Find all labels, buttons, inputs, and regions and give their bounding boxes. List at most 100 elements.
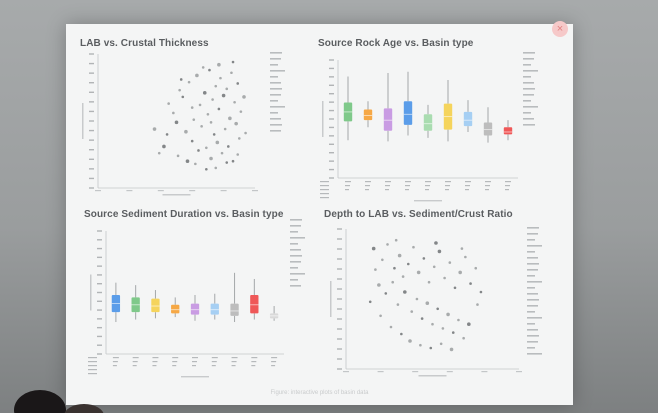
legend-entry: [523, 52, 535, 54]
x-tick-label: [385, 189, 389, 191]
x-tick-label: [445, 189, 449, 191]
x-tick-label: [211, 365, 216, 367]
box-chart[interactable]: [84, 209, 319, 389]
projected-slide: LAB vs. Crustal Thickness Source Rock Ag…: [66, 24, 573, 405]
legend-entry: [523, 82, 534, 84]
data-point: [233, 100, 236, 104]
data-point: [187, 80, 191, 84]
x-tick-label: [211, 361, 217, 363]
legend-entry: [523, 88, 535, 90]
x-category-label: [320, 185, 329, 187]
x-category-label: [320, 181, 329, 183]
data-point: [429, 346, 433, 350]
y-tick-label: [89, 129, 94, 132]
legend-entry: [270, 70, 285, 72]
x-axis-label: [162, 194, 191, 196]
x-tick-label: [251, 357, 258, 359]
legend-entry: [527, 287, 535, 289]
y-tick-label: [337, 318, 342, 320]
data-point: [179, 78, 183, 81]
y-tick-label: [329, 177, 334, 179]
y-tick-label: [97, 256, 102, 259]
legend-entry: [270, 82, 281, 84]
x-axis-label: [418, 375, 447, 377]
y-tick-label: [329, 135, 334, 137]
y-tick-label: [97, 230, 102, 232]
data-point: [419, 343, 422, 347]
data-point: [206, 113, 210, 116]
legend-entry: [270, 106, 285, 108]
x-tick-label: [405, 189, 409, 191]
data-point: [214, 166, 218, 170]
legend-entry: [527, 245, 542, 247]
data-point: [172, 111, 175, 115]
data-point: [371, 246, 376, 251]
box: [423, 114, 433, 131]
legend-entry: [270, 118, 281, 120]
legend-entry: [527, 239, 535, 241]
chart-panel-source-sediment-duration: Source Sediment Duration vs. Basin type: [84, 209, 319, 389]
y-tick-label: [89, 168, 94, 170]
legend-entry: [290, 249, 301, 251]
legend-entry: [270, 112, 278, 114]
data-point: [244, 131, 247, 135]
y-tick-label: [337, 288, 342, 290]
data-point: [436, 307, 439, 311]
legend-entry: [527, 311, 535, 313]
scatter-chart[interactable]: [80, 38, 305, 208]
data-point: [212, 133, 216, 136]
data-point: [406, 262, 410, 266]
x-tick-label: [231, 357, 238, 359]
x-tick-label: [405, 185, 410, 187]
data-point: [408, 339, 412, 343]
legend-entry: [290, 225, 301, 227]
y-tick-label: [329, 59, 334, 61]
y-tick-label: [329, 152, 334, 154]
x-tick-label: [345, 185, 350, 187]
x-tick-label: [505, 189, 509, 191]
legend-entry: [270, 52, 282, 54]
data-point: [379, 314, 382, 318]
data-point: [197, 149, 200, 152]
data-point: [190, 139, 194, 143]
data-point: [211, 98, 214, 101]
x-tick-label: [172, 365, 177, 367]
legend-entry: [527, 317, 542, 319]
x-category-label: [88, 373, 97, 375]
x-tick-label: [345, 189, 349, 191]
data-point: [448, 261, 452, 264]
data-point: [209, 156, 213, 161]
x-category-label: [320, 193, 329, 195]
data-point: [479, 290, 483, 294]
close-icon[interactable]: ×: [552, 21, 568, 37]
box-chart[interactable]: [318, 38, 558, 208]
x-tick-label: [152, 361, 158, 363]
chart-title: Depth to LAB vs. Sediment/Crust Ratio: [324, 209, 513, 220]
x-category-label: [88, 369, 97, 371]
y-tick-label: [97, 265, 102, 267]
legend-entry: [290, 237, 305, 239]
y-axis-label: [322, 101, 324, 137]
data-point: [165, 133, 169, 136]
y-tick-label: [337, 308, 342, 310]
x-category-label: [320, 189, 329, 191]
chart-title: LAB vs. Crustal Thickness: [80, 38, 209, 49]
data-point: [178, 88, 181, 92]
y-tick-label: [337, 358, 342, 360]
chart-panel-depth-to-lab: Depth to LAB vs. Sediment/Crust Ratio: [324, 209, 564, 389]
x-tick-label: [465, 189, 469, 191]
x-tick-label: [377, 371, 384, 373]
x-tick-label: [192, 361, 197, 363]
data-point: [234, 121, 238, 126]
scatter-chart[interactable]: [324, 209, 564, 389]
x-tick-label: [271, 361, 277, 363]
x-category-label: [88, 365, 97, 367]
x-tick-label: [365, 181, 371, 183]
x-tick-label: [112, 357, 119, 359]
x-tick-label: [152, 365, 157, 367]
legend-entry: [527, 275, 535, 277]
data-point: [464, 255, 467, 259]
y-tick-label: [89, 72, 94, 74]
data-point: [238, 137, 241, 140]
legend-entry: [527, 263, 539, 265]
